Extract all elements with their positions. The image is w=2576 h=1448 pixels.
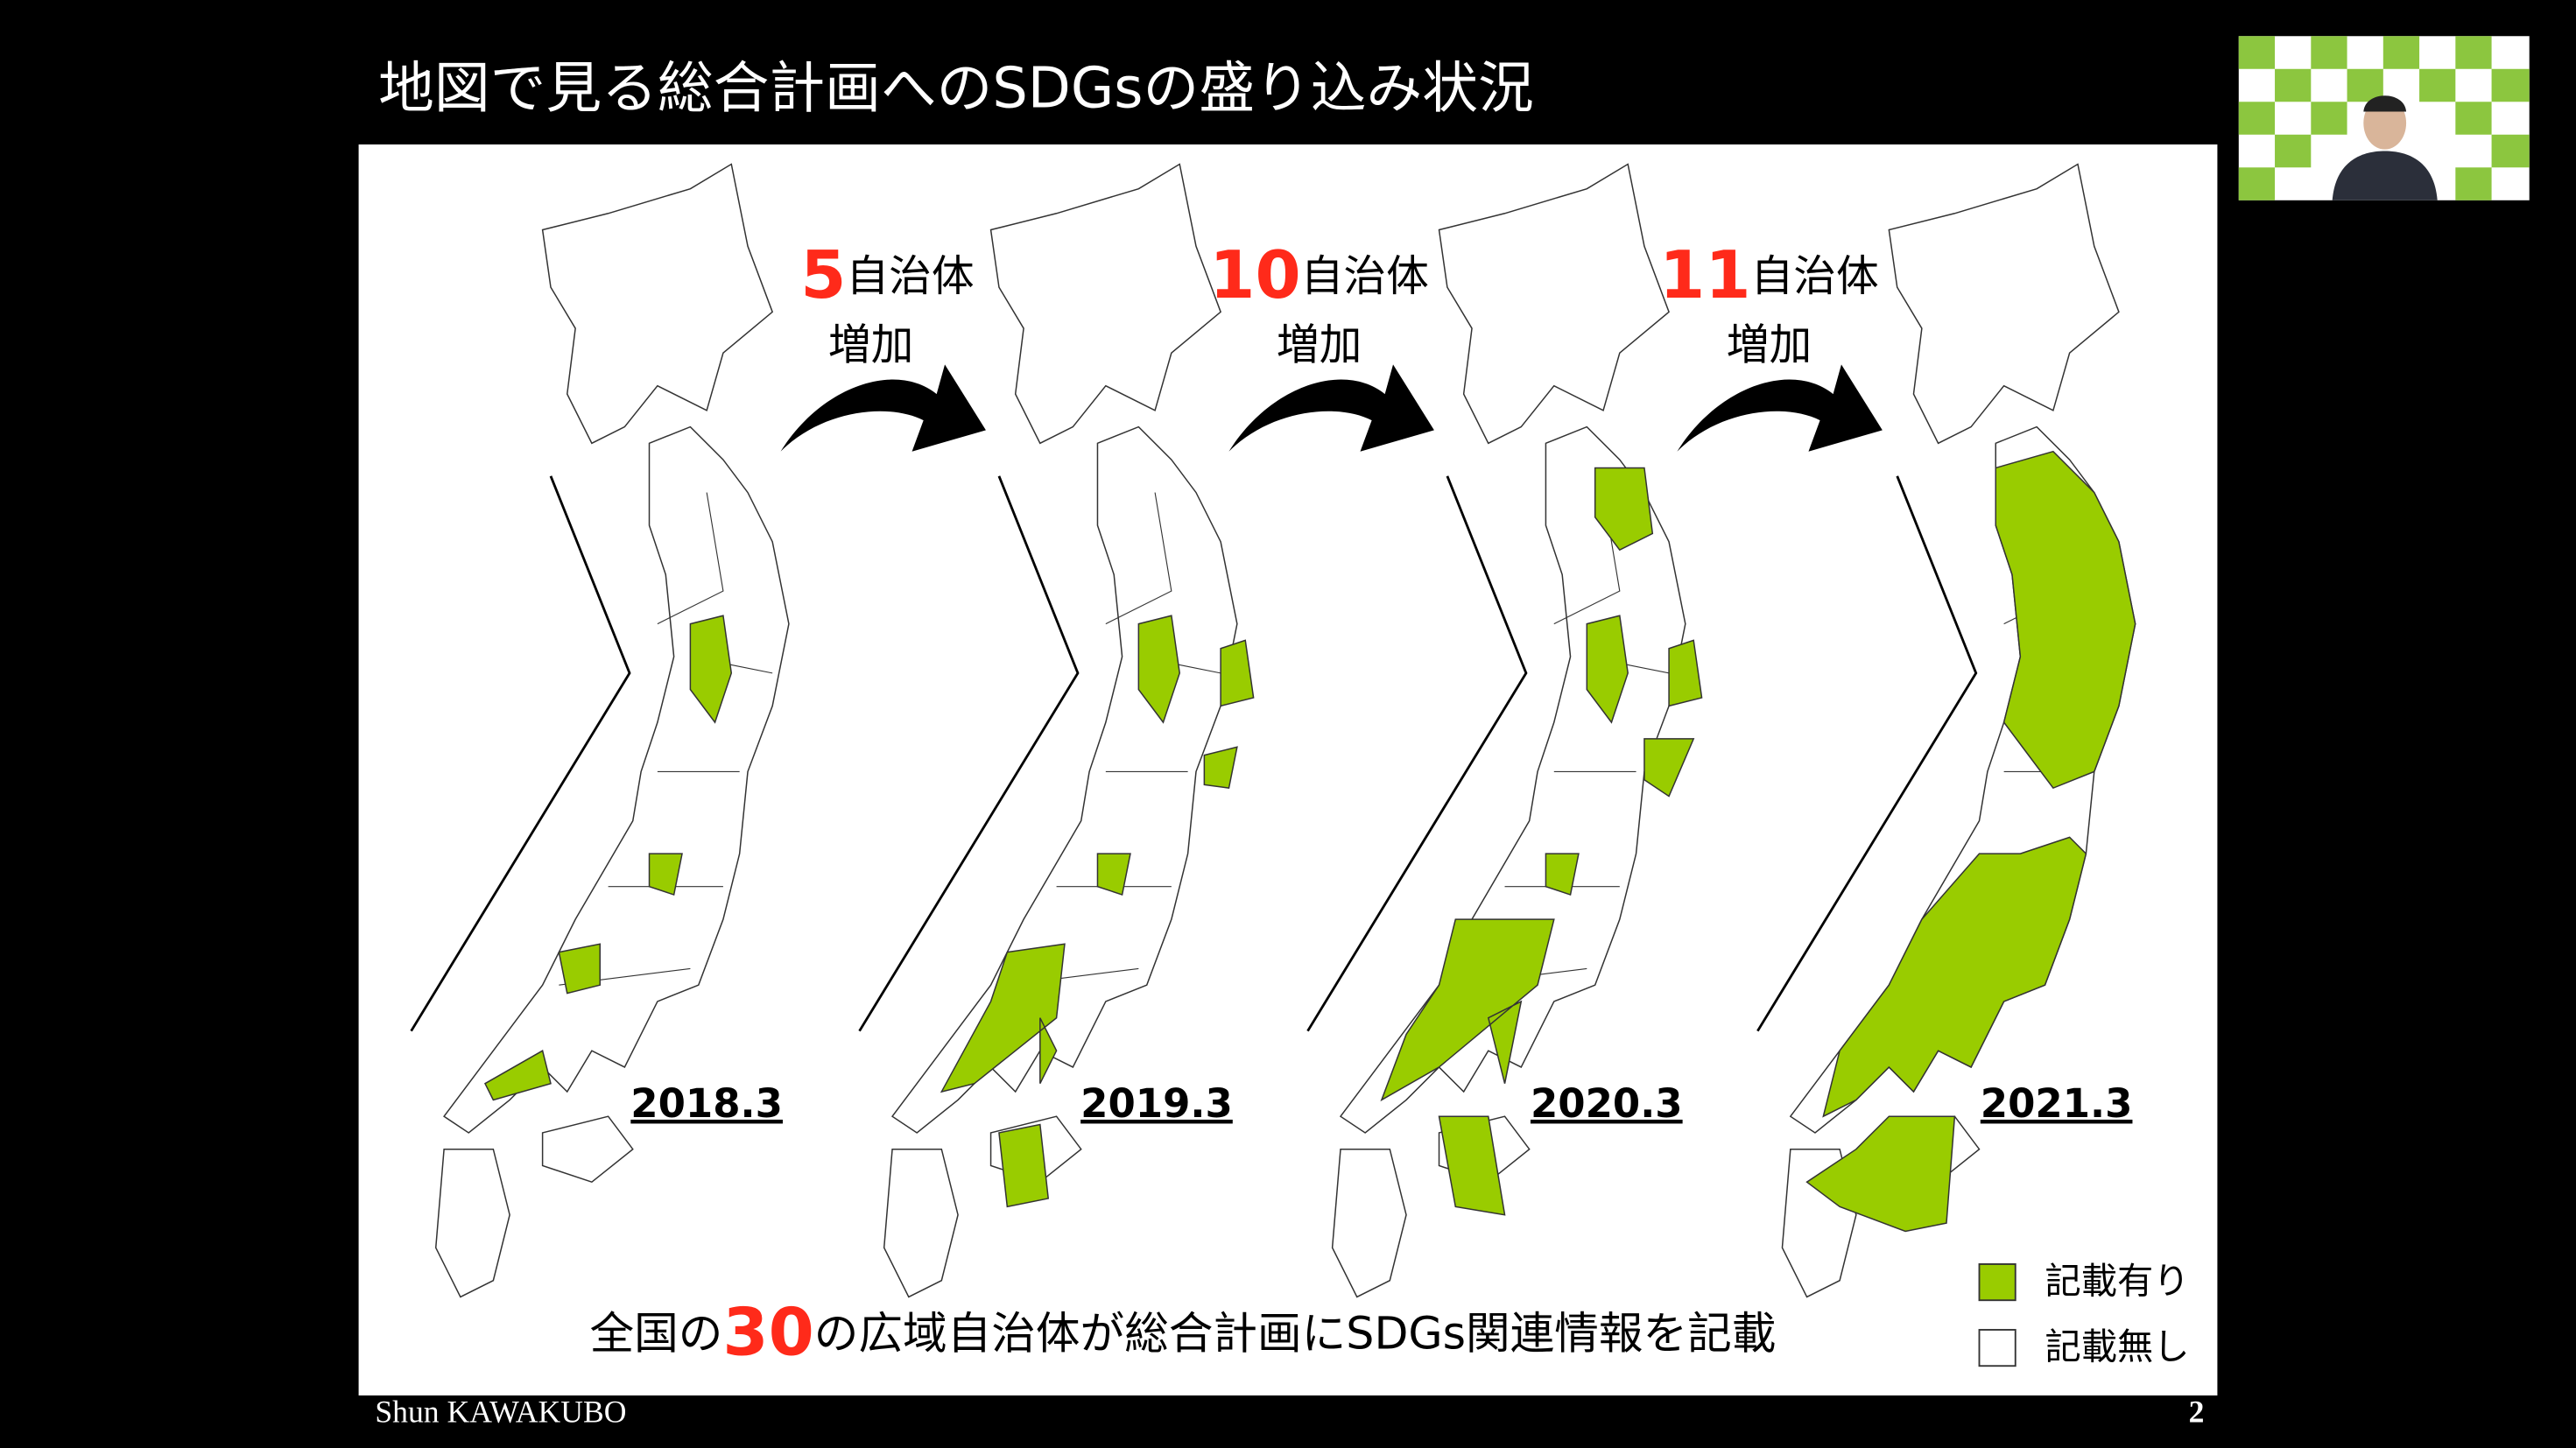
summary: 全国の30の広域自治体が総合計画にSDGs関連情報を記載 — [590, 1293, 1777, 1370]
slide-title: 地図で見る総合計画へのSDGsの盛り込み状況 — [378, 57, 1534, 122]
legend-swatch-without — [1978, 1329, 2016, 1367]
increment-labels: 5自治体 増加 10自治体 増加 11自治体 増加 — [800, 235, 1879, 369]
increment-number: 5 — [800, 235, 846, 313]
map-label: 2021.3 — [1981, 1080, 2133, 1127]
map-2019 — [858, 163, 1255, 1298]
webcam — [2238, 36, 2530, 200]
increment-label: 増加 — [828, 321, 914, 370]
increment-label: 増加 — [1277, 321, 1362, 370]
map-2020 — [1306, 163, 1703, 1298]
footer-author: Shun KAWAKUBO — [375, 1395, 626, 1430]
map-label: 2019.3 — [1080, 1080, 1233, 1127]
legend-without: 記載無し — [2045, 1325, 2190, 1367]
increment-number: 10 — [1209, 235, 1300, 313]
summary-number: 30 — [722, 1293, 813, 1370]
page-number: 2 — [2189, 1395, 2205, 1430]
increment-label: 増加 — [1727, 321, 1812, 370]
legend-with: 記載有り — [2045, 1260, 2190, 1302]
increment-unit: 自治体 — [1751, 252, 1879, 301]
map-2021 — [1756, 163, 2137, 1298]
summary-suffix: の広域自治体が総合計画にSDGs関連情報を記載 — [814, 1307, 1777, 1359]
legend-swatch-with — [1978, 1263, 2016, 1302]
map-labels: 2018.3 2019.3 2020.3 2021.3 — [630, 1080, 2132, 1127]
map-label: 2018.3 — [630, 1080, 783, 1127]
increment-number: 11 — [1659, 235, 1750, 313]
increment: 10自治体 — [1209, 235, 1429, 313]
increment: 11自治体 — [1659, 235, 1879, 313]
increment-unit: 自治体 — [846, 252, 974, 301]
increment: 5自治体 — [800, 235, 974, 313]
map-label: 2020.3 — [1531, 1080, 1683, 1127]
summary-prefix: 全国の — [590, 1307, 723, 1359]
increment-unit: 自治体 — [1301, 252, 1429, 301]
map-2018 — [410, 163, 791, 1298]
